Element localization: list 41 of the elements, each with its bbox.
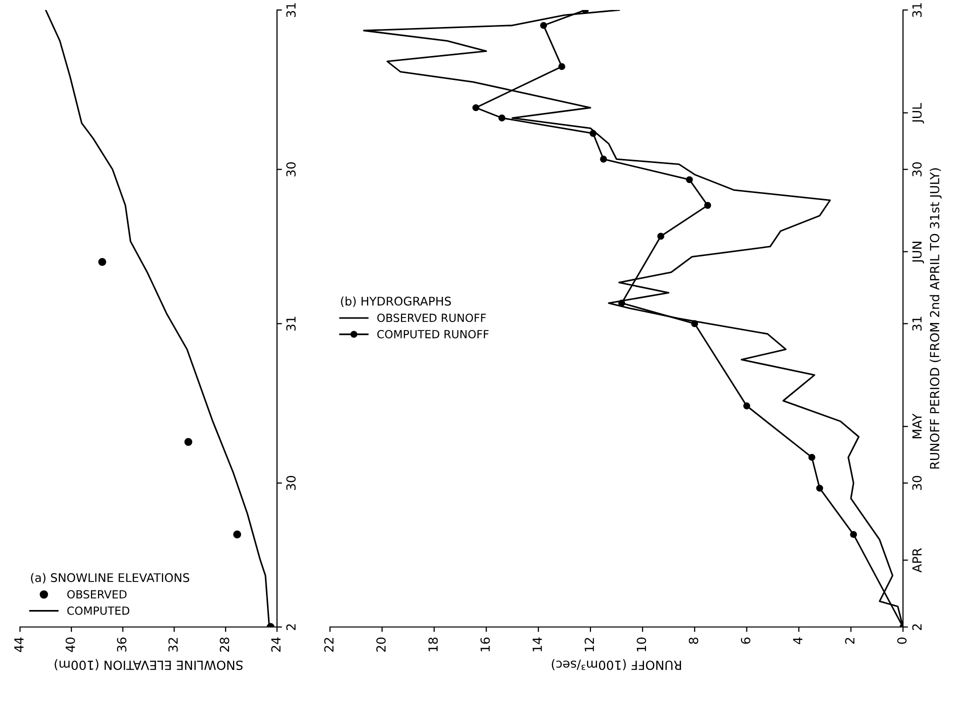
legend-title: (a) SNOWLINE ELEVATIONS (31, 572, 190, 584)
y-tick-label: APR (912, 548, 922, 572)
legend-label: COMPUTED (67, 606, 130, 615)
y-tick-label: 31 (912, 316, 922, 331)
x-tick-label: 32 (168, 638, 178, 652)
y-tick-label: 31 (286, 316, 296, 331)
y-tick-label: 30 (912, 162, 922, 176)
y-tick-label: 30 (912, 476, 922, 490)
x-tick-label: 6 (740, 638, 750, 644)
x-tick-label: 36 (116, 638, 126, 652)
legend-title: (b) HYDROGRAPHS (341, 296, 451, 308)
x-tick-label: 24 (271, 637, 280, 652)
legend-label: OBSERVED RUNOFF (377, 314, 486, 322)
y-tick-label: 31 (286, 3, 296, 17)
x-tick-label: 40 (66, 638, 76, 652)
x-axis-title: RUNOFF (100m³/sec) (552, 659, 682, 670)
x-tick-label: 16 (480, 638, 490, 652)
x-tick-label: 44 (14, 637, 24, 652)
y-tick-label: 2 (912, 624, 922, 630)
x-tick-label: 10 (636, 638, 646, 652)
x-tick-label: 18 (428, 638, 438, 652)
x-tick-label: 20 (376, 638, 386, 652)
x-tick-label: 8 (688, 638, 698, 644)
x-tick-label: 12 (584, 638, 594, 652)
y-tick-label: 31 (912, 3, 922, 17)
y-tick-label: 2 (286, 624, 296, 630)
x-tick-label: 14 (532, 637, 542, 652)
legend-label: COMPUTED RUNOFF (377, 330, 489, 338)
y-tick-label: JUL (912, 103, 924, 124)
x-tick-label: 4 (793, 637, 802, 644)
x-axis-title: SNOWLINE ELEVATION (100m) (54, 659, 243, 670)
y-tick-label: JUN (912, 242, 924, 264)
y-tick-label: 30 (286, 476, 296, 490)
x-tick-label: 2 (845, 638, 854, 644)
x-tick-label: 0 (897, 638, 907, 644)
x-tick-label: 28 (220, 638, 230, 652)
x-tick-label: 22 (324, 638, 334, 652)
y-tick-label: 30 (286, 162, 296, 176)
legend-label: OBSERVED (67, 590, 127, 599)
y-axis-title: RUNOFF PERIOD (FROM 2nd APRIL TO 31st JULY) (930, 168, 942, 469)
y-tick-label: MAY (912, 413, 922, 438)
